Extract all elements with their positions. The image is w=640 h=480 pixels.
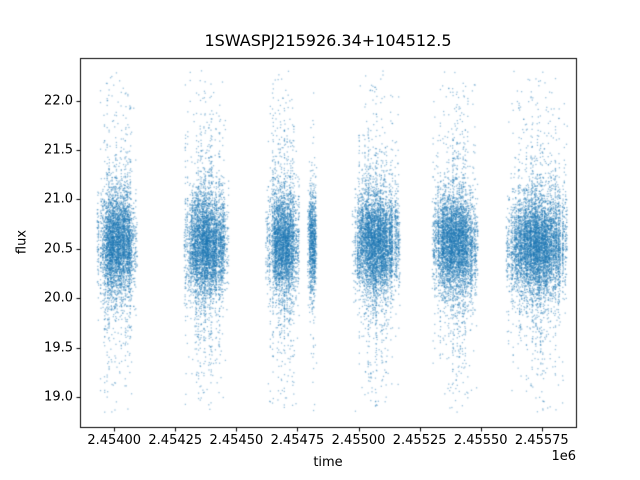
x-tick-label: 2.45525 xyxy=(392,433,447,448)
x-tick-label: 2.45450 xyxy=(209,433,264,448)
x-axis-label: time xyxy=(313,455,343,470)
y-tick-label: 21.0 xyxy=(44,191,73,207)
y-tick-label: 22.0 xyxy=(44,93,73,109)
x-tick-label: 2.45500 xyxy=(331,433,386,448)
x-tick-label: 2.45475 xyxy=(270,433,325,448)
x-tick-label: 2.45400 xyxy=(87,433,142,448)
x-tick-label: 2.45575 xyxy=(514,433,569,448)
x-tick-label: 2.45425 xyxy=(148,433,203,448)
chart-title: 1SWASPJ215926.34+104512.5 xyxy=(204,31,452,50)
x-axis-offset-label: 1e6 xyxy=(551,449,576,464)
y-axis-label: flux xyxy=(14,229,30,255)
y-tick-label: 20.5 xyxy=(44,241,73,257)
y-tick-label: 19.0 xyxy=(44,389,73,405)
y-tick-label: 20.0 xyxy=(44,290,73,306)
y-tick-label: 19.5 xyxy=(44,340,73,356)
x-tick-label: 2.45550 xyxy=(453,433,508,448)
y-tick-label: 21.5 xyxy=(44,142,73,158)
